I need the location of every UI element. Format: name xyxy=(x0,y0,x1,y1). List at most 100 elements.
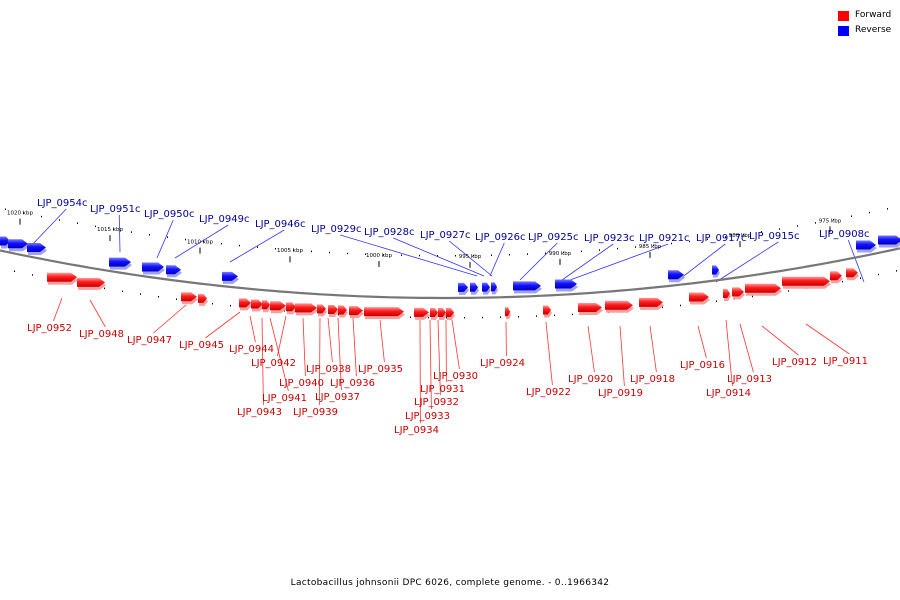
minor-tick-upper xyxy=(113,228,114,231)
reverse-gene-label: LJP_0928c xyxy=(364,227,415,238)
forward-leader-line xyxy=(337,317,342,391)
forward-gene-label: LJP_0948 xyxy=(79,329,124,340)
forward-leader-line xyxy=(619,325,625,387)
forward-gene xyxy=(446,307,454,317)
forward-gene-label: LJP_0919 xyxy=(598,388,643,399)
minor-tick-upper xyxy=(383,254,384,256)
minor-tick-lower xyxy=(500,316,501,318)
minor-tick-lower xyxy=(446,316,447,319)
forward-gene-label: LJP_0930 xyxy=(433,371,478,382)
reverse-leader-line xyxy=(715,241,779,283)
minor-tick-lower xyxy=(716,300,717,303)
forward-gene-label: LJP_0952 xyxy=(27,323,72,334)
forward-leader-line xyxy=(649,325,657,373)
reverse-gene-label: LJP_0926c xyxy=(475,232,526,243)
forward-gene xyxy=(830,271,842,281)
minor-tick-upper xyxy=(527,253,528,255)
forward-gene-label: LJP_0916 xyxy=(680,360,725,371)
minor-tick-lower xyxy=(284,310,285,312)
reverse-gene xyxy=(668,270,684,280)
reverse-gene xyxy=(109,257,131,267)
forward-leader-line xyxy=(697,325,707,359)
reverse-gene xyxy=(491,282,497,292)
forward-gene xyxy=(543,305,551,315)
forward-gene-label: LJP_0944 xyxy=(229,344,274,355)
scale-tick-label: 1010 kbp xyxy=(187,240,213,246)
scale-tick-label: 975 kbp xyxy=(819,218,842,224)
forward-gene-label: LJP_0932 xyxy=(414,397,459,408)
forward-leader-line xyxy=(89,299,106,328)
minor-tick-lower xyxy=(482,316,483,319)
minor-tick-upper xyxy=(239,244,240,247)
forward-gene-label: LJP_0937 xyxy=(315,392,360,403)
minor-tick-upper xyxy=(671,242,672,245)
reverse-gene xyxy=(458,282,468,292)
minor-tick-upper xyxy=(797,225,798,227)
forward-gene-label: LJP_0945 xyxy=(179,340,224,351)
forward-gene xyxy=(414,307,429,317)
forward-gene-label: LJP_0931 xyxy=(420,384,465,395)
forward-gene xyxy=(505,307,510,317)
gene-arrows xyxy=(0,235,900,320)
minor-tick-lower xyxy=(842,280,843,283)
reverse-leader-line xyxy=(569,243,669,281)
minor-tick-lower xyxy=(860,277,861,279)
reverse-leader-line xyxy=(156,219,174,259)
scale-tick-label: 985 kbp xyxy=(639,244,662,250)
minor-tick-upper xyxy=(545,252,546,255)
forward-gene-label: LJP_0936 xyxy=(330,378,375,389)
legend-forward-label: Forward xyxy=(855,10,892,20)
minor-tick-upper xyxy=(5,208,6,211)
forward-leader-line xyxy=(302,317,306,377)
reverse-gene xyxy=(513,281,541,291)
minor-tick-upper xyxy=(275,248,276,250)
reverse-leader-line xyxy=(519,242,558,281)
reverse-gene-label: LJP_0917c xyxy=(696,233,747,244)
reverse-gene-label: LJP_0921c xyxy=(639,233,690,244)
minor-tick-upper xyxy=(833,218,834,221)
minor-tick-upper xyxy=(455,254,456,257)
forward-leader-line xyxy=(277,315,287,357)
forward-leader-line xyxy=(319,317,321,406)
minor-tick-lower xyxy=(176,298,177,300)
forward-gene xyxy=(745,283,781,293)
forward-gene-label: LJP_0941 xyxy=(262,393,307,404)
minor-tick-lower xyxy=(410,316,411,319)
forward-leader-line xyxy=(261,317,264,406)
minor-tick-upper xyxy=(59,219,60,221)
minor-tick-upper xyxy=(707,238,708,241)
minor-tick-upper xyxy=(473,254,474,257)
forward-gene-label: LJP_0918 xyxy=(630,374,675,385)
forward-leader-line xyxy=(761,325,799,356)
forward-gene xyxy=(47,272,77,282)
forward-gene xyxy=(782,276,830,286)
forward-gene xyxy=(262,300,270,310)
forward-leader-line xyxy=(587,325,595,373)
forward-gene xyxy=(349,306,363,316)
forward-gene xyxy=(270,301,286,311)
minor-tick-lower xyxy=(878,273,879,276)
reverse-leader-line xyxy=(448,240,493,277)
forward-gene xyxy=(605,300,633,310)
forward-gene-label: LJP_0933 xyxy=(405,411,450,422)
forward-gene xyxy=(181,292,197,302)
minor-tick-upper xyxy=(131,231,132,233)
scale-tick-label: 995 kbp xyxy=(459,254,482,260)
forward-gene xyxy=(846,268,858,278)
forward-gene-label: LJP_0920 xyxy=(568,374,613,385)
forward-gene-label: LJP_0939 xyxy=(293,407,338,418)
scale-tick-label: 980 kbp xyxy=(729,233,752,239)
minor-tick-lower xyxy=(140,293,141,295)
forward-gene xyxy=(198,293,207,303)
minor-tick-upper xyxy=(419,254,420,257)
forward-gene xyxy=(438,307,446,317)
minor-tick-upper xyxy=(869,211,870,214)
minor-tick-upper xyxy=(599,249,600,251)
minor-tick-upper xyxy=(77,222,78,224)
minor-tick-lower xyxy=(464,316,465,319)
minor-tick-lower xyxy=(104,287,105,290)
reverse-gene xyxy=(856,240,876,250)
forward-leader-line xyxy=(437,319,441,396)
